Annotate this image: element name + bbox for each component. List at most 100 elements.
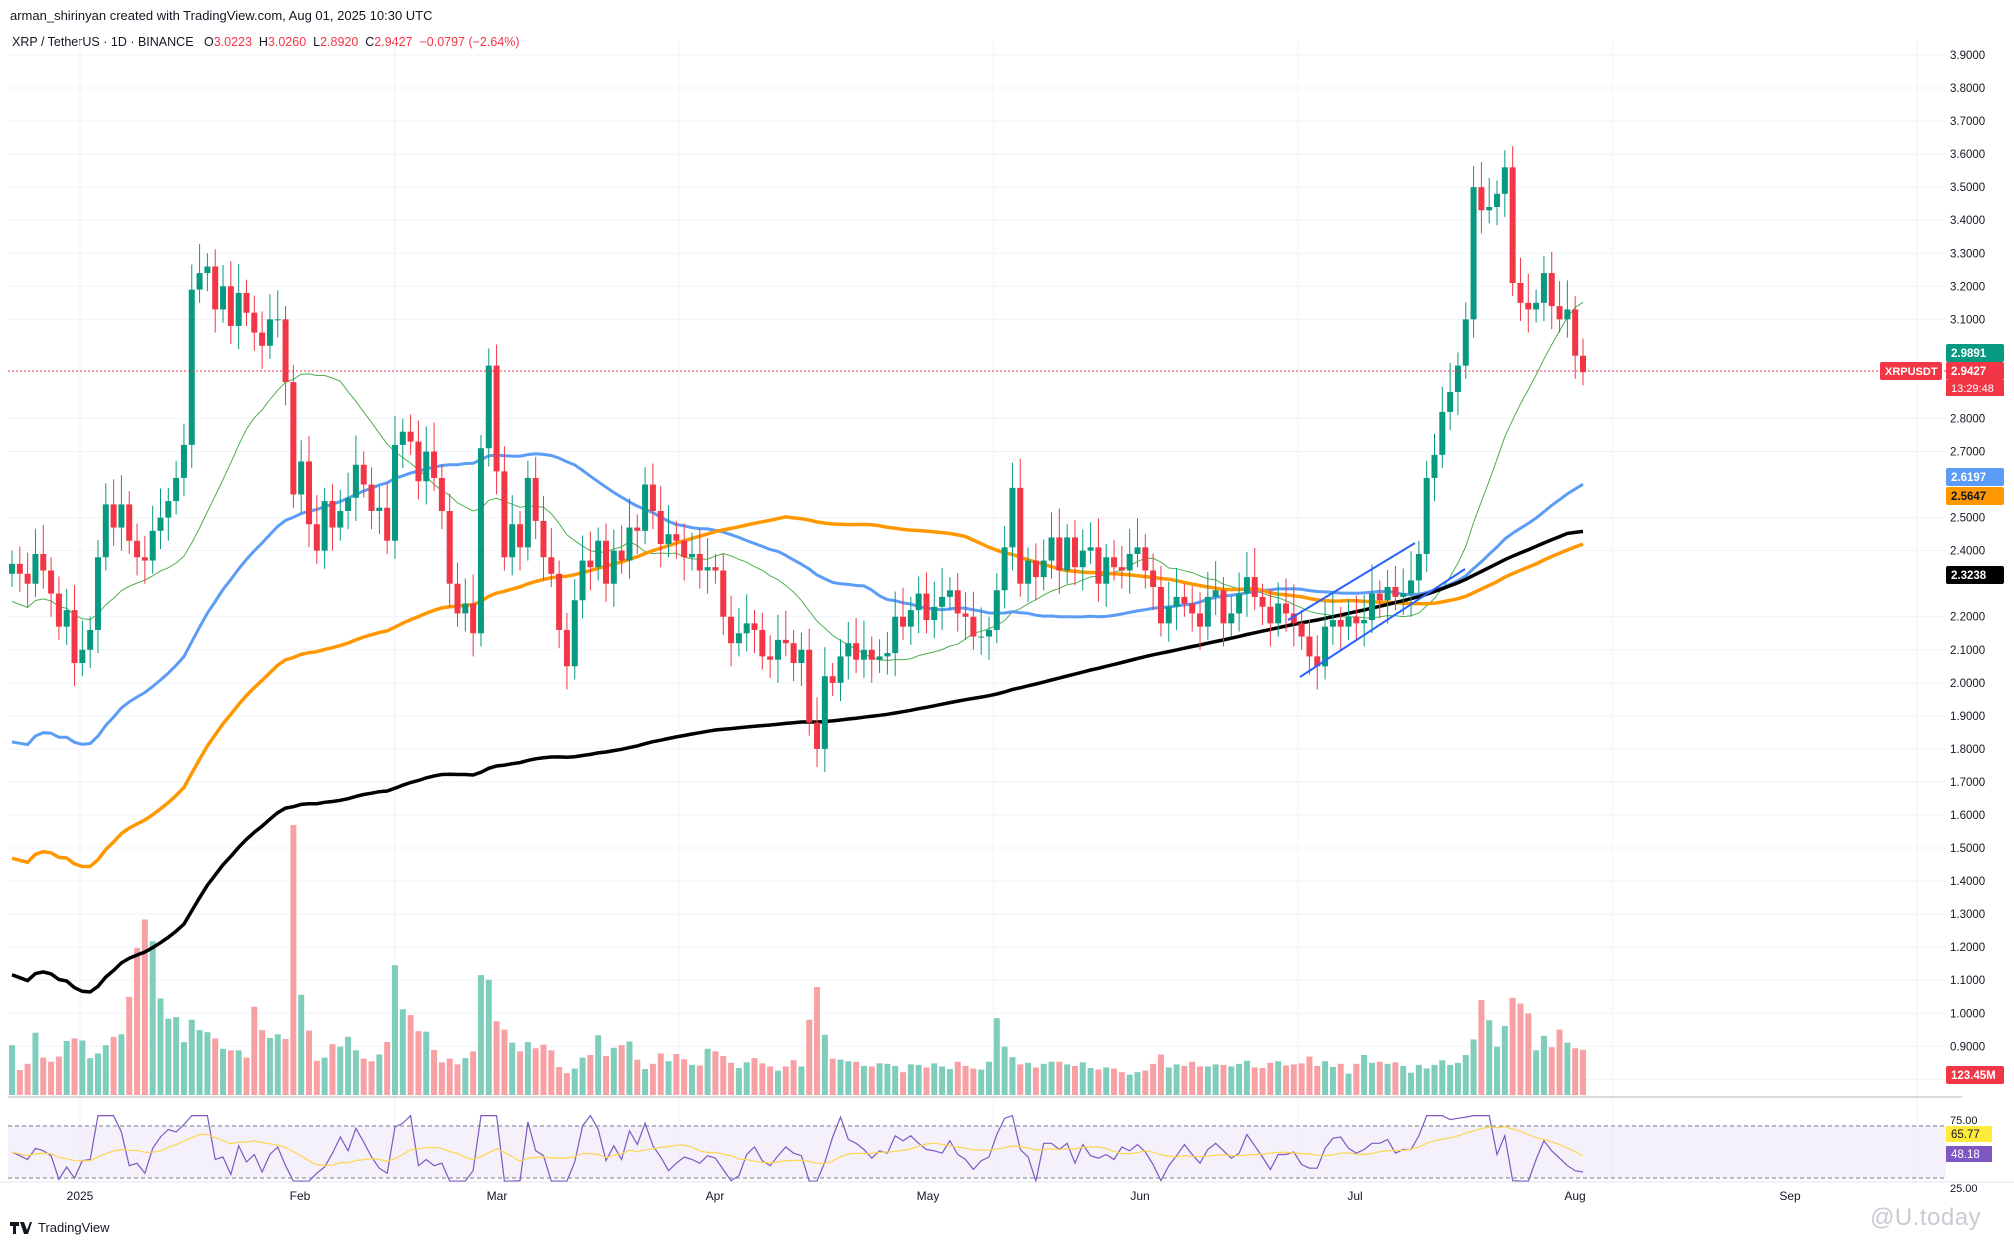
candle-body: [48, 570, 55, 594]
candle-body: [1548, 273, 1555, 307]
candle-body: [1103, 557, 1110, 584]
volume-bar: [532, 1048, 539, 1095]
volume-bar: [1353, 1063, 1360, 1095]
volume-bar: [548, 1050, 555, 1095]
volume-bar: [993, 1018, 1000, 1095]
volume-bar: [681, 1059, 688, 1095]
close-label: C: [365, 35, 375, 49]
volume-bar: [16, 1070, 23, 1095]
candle-body: [1017, 487, 1024, 584]
volume-bar: [298, 994, 305, 1095]
candle-body: [837, 656, 844, 683]
volume-bar: [399, 1009, 406, 1095]
candle-body: [814, 722, 821, 749]
price-tick-label: 3.9000: [1950, 50, 1985, 62]
candle-body: [1486, 207, 1493, 211]
high-label: H: [258, 35, 268, 49]
volume-bar: [985, 1061, 992, 1095]
candle-body: [87, 629, 94, 650]
candle-body: [688, 553, 695, 558]
volume-bar: [1095, 1069, 1102, 1095]
volume-bar: [1071, 1065, 1078, 1095]
volume-bar: [1368, 1062, 1375, 1095]
volume-bar: [212, 1038, 219, 1095]
month-tick-label: Aug: [1564, 1189, 1585, 1203]
volume-bar: [407, 1015, 414, 1095]
volume-bar: [446, 1058, 453, 1095]
volume-bar: [1001, 1046, 1008, 1095]
price-tick-label: 1.7000: [1950, 777, 1985, 789]
volume-bar: [1345, 1073, 1352, 1095]
volume-bar: [767, 1066, 774, 1095]
ma20-price-badge: [1946, 344, 2004, 362]
volume-bar: [892, 1065, 899, 1095]
volume-bar: [220, 1048, 227, 1095]
volume-bar: [1157, 1054, 1164, 1095]
low-label: L: [313, 35, 321, 49]
price-tick-label: 3.5000: [1950, 182, 1985, 194]
utoday-watermark: @U.today: [1870, 1204, 1982, 1231]
candle-body: [798, 649, 805, 663]
volume-bar: [1408, 1072, 1415, 1095]
candle-body: [876, 656, 883, 660]
volume-bar: [102, 1045, 109, 1095]
month-tick-label: 2025: [67, 1189, 94, 1203]
candle-body: [501, 471, 508, 558]
price-axis[interactable]: 3.9000 3.8000 3.7000 3.6000 3.5000 3.4000 3.30…: [1880, 50, 2004, 1195]
price-tick-label: 3.3000: [1950, 248, 1985, 260]
volume-bar: [618, 1045, 625, 1095]
candle-body: [1306, 636, 1313, 657]
volume-bar: [1392, 1062, 1399, 1095]
trendline-lower: [1299, 568, 1466, 678]
volume-bar: [1462, 1055, 1469, 1095]
candle-body: [806, 649, 813, 723]
volume-bar: [1259, 1068, 1266, 1095]
candle-body: [931, 606, 938, 621]
candle-body: [954, 590, 961, 614]
candle-body: [1314, 656, 1321, 667]
candle-body: [907, 610, 914, 627]
candle-body: [157, 517, 164, 531]
volume-bar: [1454, 1062, 1461, 1095]
candle-body: [126, 504, 133, 541]
tradingview-logo[interactable]: TradingView: [10, 1220, 110, 1235]
candle-body: [595, 540, 602, 568]
trend-annotations: [8, 370, 1946, 678]
time-axis[interactable]: 2025 Feb Mar Apr May Jun Jul Aug Sep: [0, 1181, 2014, 1203]
candle-body: [900, 616, 907, 627]
volume-bar: [673, 1053, 680, 1095]
volume-bar: [79, 1040, 86, 1095]
month-tick-label: May: [917, 1189, 940, 1203]
candle-body: [16, 563, 23, 574]
candle-body: [227, 286, 234, 326]
volume-bar: [55, 1056, 62, 1095]
volume-bar: [485, 979, 492, 1095]
candle-body: [985, 629, 992, 637]
volume-bar: [603, 1056, 610, 1095]
volume-bar: [360, 1058, 367, 1095]
volume-bar: [313, 1060, 320, 1095]
volume-bar: [900, 1072, 907, 1095]
candle-body: [743, 623, 750, 634]
volume-bar: [251, 1006, 258, 1095]
candle-body: [118, 504, 125, 528]
candle-body: [1275, 603, 1282, 624]
tradingview-logo-icon: [10, 1221, 32, 1234]
candle-body: [1204, 596, 1211, 627]
volume-bar: [1087, 1068, 1094, 1095]
volume-bar: [1384, 1063, 1391, 1095]
volume-bar: [735, 1068, 742, 1095]
volume-bar: [1322, 1061, 1329, 1095]
volume-bar: [1423, 1068, 1430, 1095]
price-tick-label: 3.7000: [1950, 116, 1985, 128]
volume-bar: [1314, 1065, 1321, 1095]
candle-body: [868, 649, 875, 660]
candle-body: [235, 292, 242, 326]
candle-body: [321, 501, 328, 551]
symbol-legend[interactable]: XRP / TetherUS · 1D · BINANCE O3.0223 H3…: [12, 35, 520, 49]
candle-body: [251, 312, 258, 333]
volume-bar: [876, 1063, 883, 1095]
candle-body: [134, 540, 141, 558]
candle-body: [313, 524, 320, 551]
